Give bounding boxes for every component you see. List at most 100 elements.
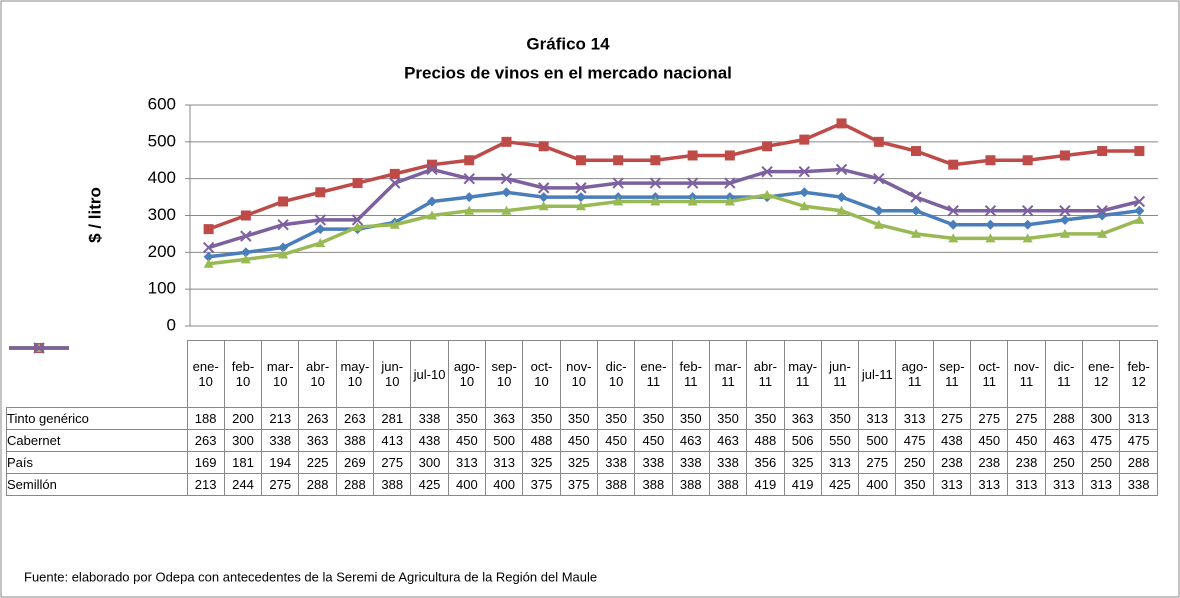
marker (1133, 195, 1146, 208)
data-label: 388 (373, 473, 412, 496)
data-label: 275 (970, 407, 1009, 430)
x-tick-label: sep-10 (484, 340, 524, 408)
data-label: 388 (708, 473, 748, 496)
data-label: 244 (223, 473, 263, 496)
marker (1022, 155, 1033, 166)
data-label: 313 (970, 473, 1009, 496)
marker (278, 242, 289, 253)
marker (538, 141, 549, 152)
marker (501, 187, 512, 198)
data-label: 313 (895, 407, 934, 430)
marker (1022, 219, 1033, 230)
marker (203, 251, 214, 262)
marker (427, 210, 437, 220)
data-label: 338 (410, 407, 449, 430)
data-label: 169 (186, 451, 225, 474)
marker (799, 187, 810, 198)
marker (650, 196, 661, 206)
data-label: 350 (671, 407, 710, 430)
marker (687, 150, 698, 161)
data-label: 238 (932, 451, 972, 474)
data-label: 313 (932, 473, 972, 496)
legend-entry: Tinto genérico (6, 342, 188, 430)
marker (911, 205, 921, 216)
table-row: Semillón 213 244 275 288 288 388 425 400 400 375 37… (6, 341, 1158, 496)
data-label: 413 (373, 429, 412, 452)
x-tick-label: abr-10 (298, 340, 337, 408)
marker (911, 146, 921, 157)
marker (464, 205, 475, 215)
data-label: 263 (298, 407, 337, 430)
x-tick-label: feb-11 (671, 340, 710, 408)
chart-title: Gráfico 14 (526, 34, 610, 53)
data-label: 388 (335, 429, 375, 452)
y-tick-label: 600 (148, 94, 176, 113)
x-tick-label: mar-11 (708, 340, 748, 408)
marker (538, 192, 549, 203)
source-note: Fuente: elaborado por Odepa con antecede… (24, 569, 597, 584)
x-tick-label: jun-10 (373, 340, 412, 408)
data-label: 350 (559, 407, 598, 430)
x-tick-label: jul-11 (858, 340, 897, 408)
x-tick-label: ene-12 (1081, 340, 1121, 408)
marker (612, 177, 624, 189)
marker (985, 155, 996, 166)
marker (873, 172, 885, 185)
marker (352, 178, 363, 189)
data-label: 338 (671, 451, 710, 474)
data-label: 356 (746, 451, 785, 474)
marker (724, 177, 736, 189)
data-label: 325 (522, 451, 561, 474)
marker (240, 247, 251, 258)
marker (575, 192, 586, 203)
legend-label: Semillón (7, 477, 57, 492)
x-tick-label: sep-11 (932, 340, 972, 408)
data-label: 450 (596, 429, 636, 452)
data-label: 313 (1119, 407, 1158, 430)
marker (798, 165, 811, 178)
marker (686, 177, 699, 189)
legend-entry: País (6, 342, 188, 474)
y-axis-label: $ / litro (85, 187, 104, 243)
data-label: 188 (186, 407, 225, 430)
y-tick-label: 100 (148, 279, 176, 298)
data-label: 450 (1007, 429, 1046, 452)
data-label: 213 (186, 473, 225, 496)
marker (427, 196, 437, 207)
marker (203, 224, 214, 235)
data-label: 388 (634, 473, 673, 496)
data-label: 488 (522, 429, 561, 452)
marker (315, 187, 326, 198)
marker (910, 191, 922, 203)
data-label: 388 (671, 473, 710, 496)
marker (315, 224, 326, 235)
marker (500, 172, 513, 185)
data-label: 313 (1044, 473, 1084, 496)
marker (762, 141, 773, 152)
marker (575, 201, 586, 211)
data-label: 250 (1044, 451, 1084, 474)
data-label: 375 (559, 473, 598, 496)
marker (1097, 228, 1108, 238)
data-label: 181 (223, 451, 263, 474)
data-label: 350 (447, 407, 487, 430)
data-label: 350 (634, 407, 673, 430)
marker (575, 155, 586, 166)
data-label: 275 (261, 473, 300, 496)
legend-label: Tinto genérico (7, 411, 89, 426)
data-table: ene-10 feb-10 mar-10 abr-10 may-10 jun-10 jul-… (6, 340, 1158, 496)
data-label: 194 (261, 451, 300, 474)
data-label: 313 (858, 407, 897, 430)
marker (836, 118, 847, 129)
marker (1134, 205, 1145, 216)
data-label: 363 (298, 429, 337, 452)
x-tick-label: mar-10 (261, 340, 300, 408)
data-label: 500 (858, 429, 897, 452)
marker (389, 219, 400, 229)
marker (1059, 150, 1070, 161)
data-label: 425 (820, 473, 860, 496)
data-label: 338 (1119, 473, 1158, 496)
marker (501, 136, 512, 147)
data-label: 350 (895, 473, 934, 496)
data-label: 263 (335, 407, 375, 430)
